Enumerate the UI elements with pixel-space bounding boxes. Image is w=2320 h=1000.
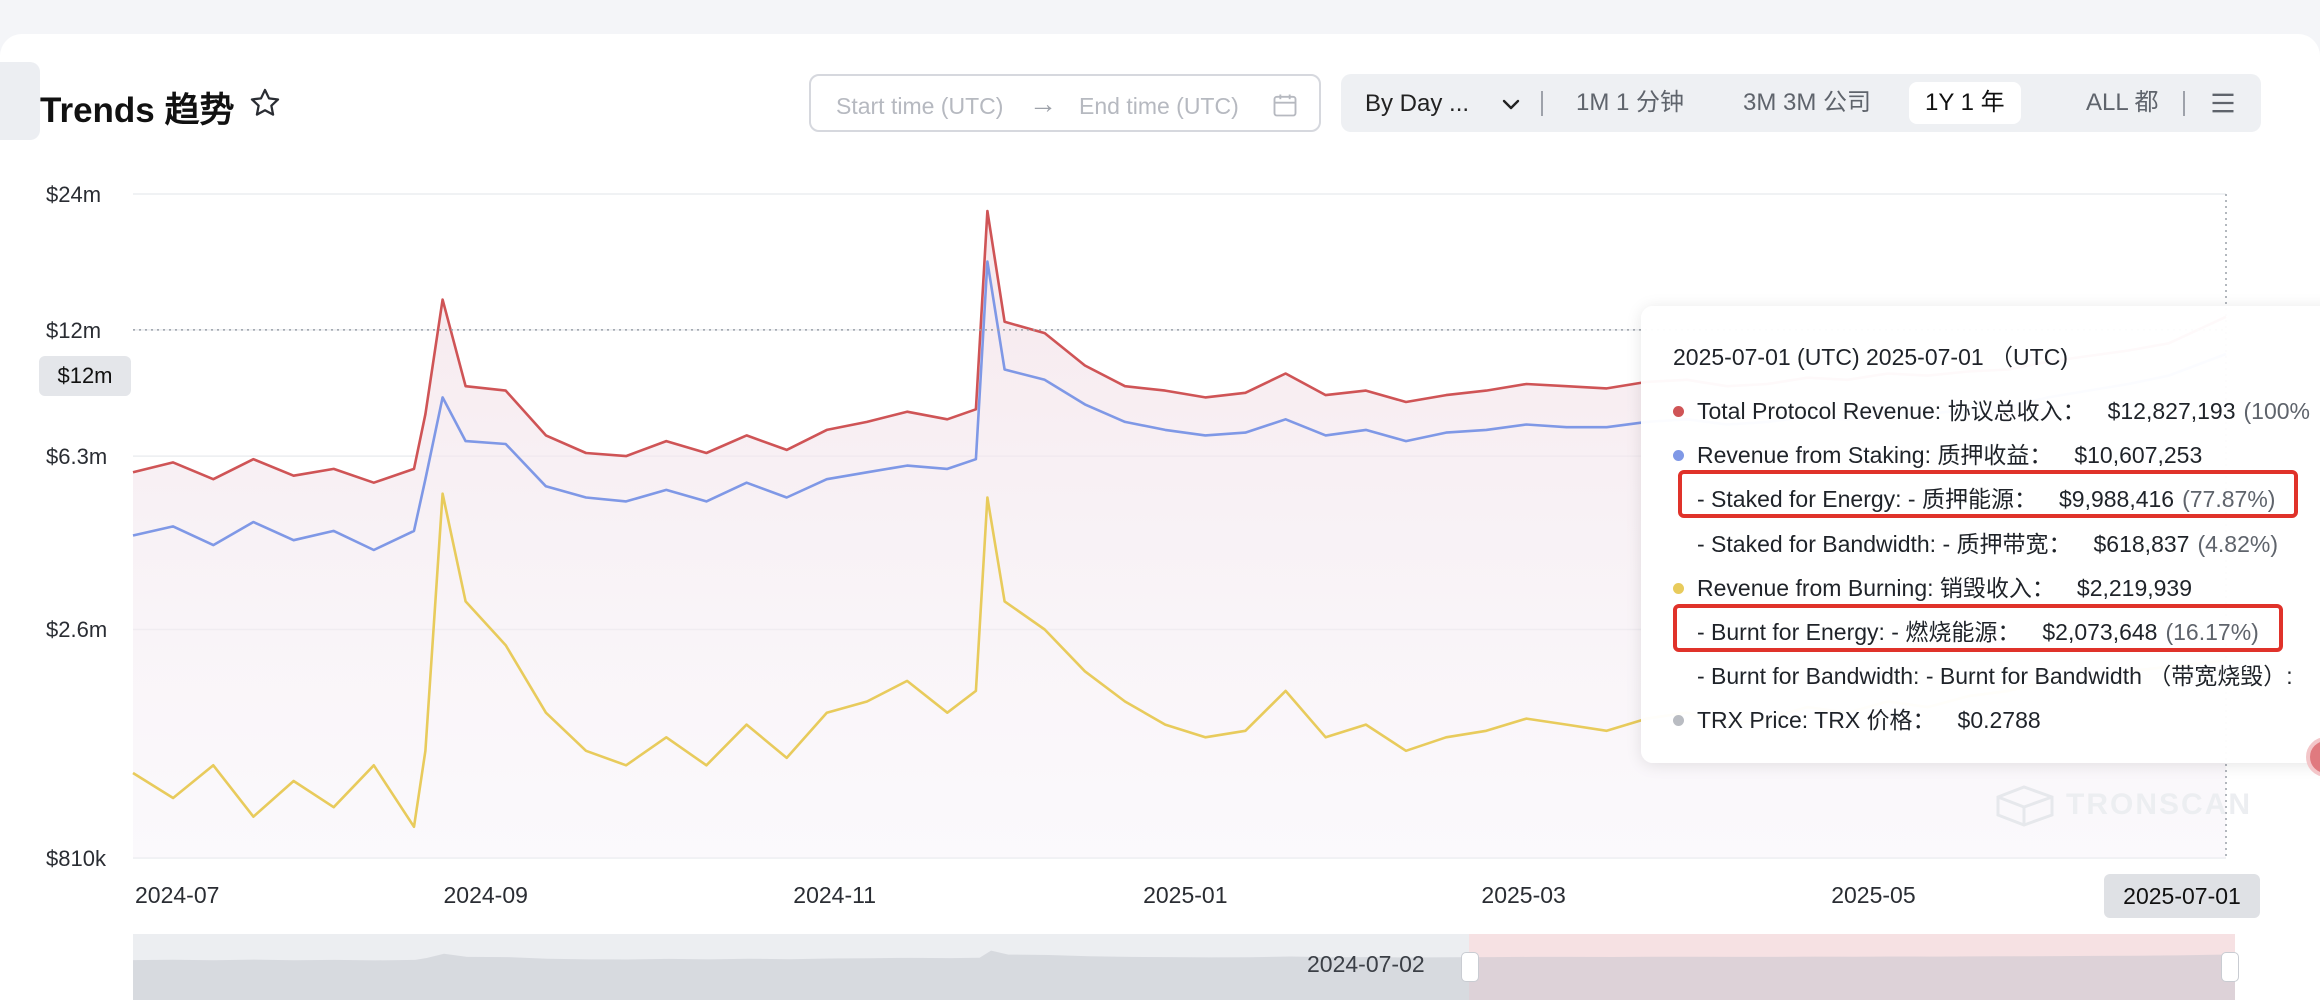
range-arrow-icon: →: [1029, 88, 1057, 119]
tooltip-label: - Staked for Bandwidth: - 质押带宽：: [1697, 531, 2072, 557]
highlight-staked-energy: [1678, 470, 2298, 518]
tooltip-label: Revenue from Burning: 销毁收入：: [1697, 575, 2055, 601]
page-title: Trends 趋势: [40, 91, 235, 130]
tooltip-row: Revenue from Burning: 销毁收入： $2,219,939: [1673, 569, 2192, 603]
navigator-right-handle[interactable]: [2221, 952, 2239, 982]
favorite-star-icon[interactable]: [248, 86, 282, 120]
end-time-input[interactable]: End time (UTC): [1079, 93, 1239, 119]
range-button-1y[interactable]: 1Y 1 年: [1909, 82, 2021, 124]
tooltip-percent: (77.87%): [2182, 486, 2276, 512]
crosshair-x-label: 2025-07-01: [2104, 874, 2260, 918]
tooltip-value: $618,837: [2093, 531, 2190, 557]
side-tab[interactable]: [0, 62, 40, 140]
tooltip-percent: (4.82%): [2197, 531, 2278, 557]
watermark: TRONSCAN: [2066, 788, 2252, 821]
tooltip-row: Total Protocol Revenue: 协议总收入： $12,827,19…: [1673, 392, 2310, 426]
y-tick-label: $2.6m: [46, 617, 108, 643]
tooltip-value: $12,827,193: [2107, 398, 2236, 424]
x-tick-label: 2025-01: [1143, 882, 1228, 908]
date-range-picker[interactable]: Start time (UTC) → End time (UTC): [809, 74, 1321, 132]
tooltip-value: $9,988,416: [2058, 486, 2175, 512]
tooltip-percent: (16.17%): [2165, 619, 2259, 645]
tooltip-value: $2,219,939: [2076, 575, 2193, 601]
tooltip-label: - Burnt for Bandwidth: - Burnt for Bandw…: [1697, 663, 2293, 689]
tooltip-label: - Burnt for Energy: - 燃烧能源：: [1697, 619, 2021, 645]
tooltip-label: Revenue from Staking: 质押收益：: [1697, 442, 2053, 468]
highlight-burnt-energy: [1673, 604, 2283, 652]
data-tooltip: 2025-07-01 (UTC) 2025-07-01 （UTC) Total …: [1641, 306, 2320, 763]
navigator-start-label: 2024-07-02: [1307, 951, 1425, 977]
legend-dot-icon: [1673, 406, 1684, 417]
tooltip-label: - Staked for Energy: - 质押能源：: [1697, 486, 2037, 512]
tronscan-logo-icon: [1996, 785, 2054, 827]
navigator-left-handle[interactable]: [1461, 952, 1479, 982]
tooltip-label: TRX Price: TRX 价格：: [1697, 707, 1936, 733]
y-tick-label: $6.3m: [46, 444, 108, 470]
x-tick-label: 2024-07: [135, 882, 220, 908]
range-button-all[interactable]: ALL 都: [2086, 89, 2159, 116]
x-tick-label: 2024-09: [443, 882, 528, 908]
range-navigator[interactable]: [133, 934, 2235, 1000]
tooltip-row: - Burnt for Bandwidth: - Burnt for Bandw…: [1673, 657, 2305, 691]
tooltip-label: Total Protocol Revenue: 协议总收入：: [1697, 398, 2086, 424]
x-tick-label: 2024-11: [793, 882, 876, 908]
range-button-1m[interactable]: 1M 1 分钟: [1576, 89, 1685, 116]
crosshair-y-label: $12m: [39, 356, 131, 396]
calendar-icon[interactable]: [1271, 91, 1299, 119]
chevron-down-icon[interactable]: [1499, 92, 1523, 116]
chart-toolbar: By Day ... 1M 1 分钟 3M 3M 公司 1Y 1 年 ALL 都: [1341, 74, 2261, 132]
legend-dot-icon: [1673, 450, 1684, 461]
tooltip-value: $2,073,648: [2042, 619, 2158, 645]
toolbar-divider: [2183, 91, 2185, 116]
tooltip-row: TRX Price: TRX 价格： $0.2788: [1673, 701, 2041, 735]
range-button-3m[interactable]: 3M 3M 公司: [1743, 89, 1872, 116]
tooltip-row: - Staked for Bandwidth: - 质押带宽： $618,837 (…: [1673, 525, 2278, 559]
y-tick-label: $12m: [46, 317, 102, 343]
tooltip-row: Revenue from Staking: 质押收益： $10,607,253: [1673, 436, 2202, 470]
toolbar-divider: [1541, 91, 1543, 116]
tooltip-percent: (100%: [2243, 398, 2310, 424]
tooltip-row: - Staked for Energy: - 质押能源： $9,988,416 (7…: [1673, 480, 2275, 514]
tooltip-row: - Burnt for Energy: - 燃烧能源： $2,073,648 (16…: [1673, 613, 2259, 647]
legend-dot-icon: [1673, 715, 1684, 726]
navigator-sparkline: [133, 950, 2235, 1000]
x-tick-label: 2025-03: [1481, 882, 1566, 908]
tooltip-value: $10,607,253: [2074, 442, 2203, 468]
navigator-selection[interactable]: [1469, 934, 2235, 1000]
x-tick-label: 2025-05: [1831, 882, 1916, 908]
legend-dot-icon: [1673, 583, 1684, 594]
tooltip-value: $0.2788: [1957, 707, 2041, 733]
tooltip-date: 2025-07-01 (UTC) 2025-07-01 （UTC): [1673, 344, 2068, 370]
start-time-input[interactable]: Start time (UTC): [836, 93, 1004, 119]
granularity-select[interactable]: By Day ...: [1365, 90, 1470, 117]
y-tick-label: $24m: [46, 182, 102, 207]
menu-icon[interactable]: [2209, 89, 2237, 117]
y-tick-label: $810k: [46, 846, 106, 871]
